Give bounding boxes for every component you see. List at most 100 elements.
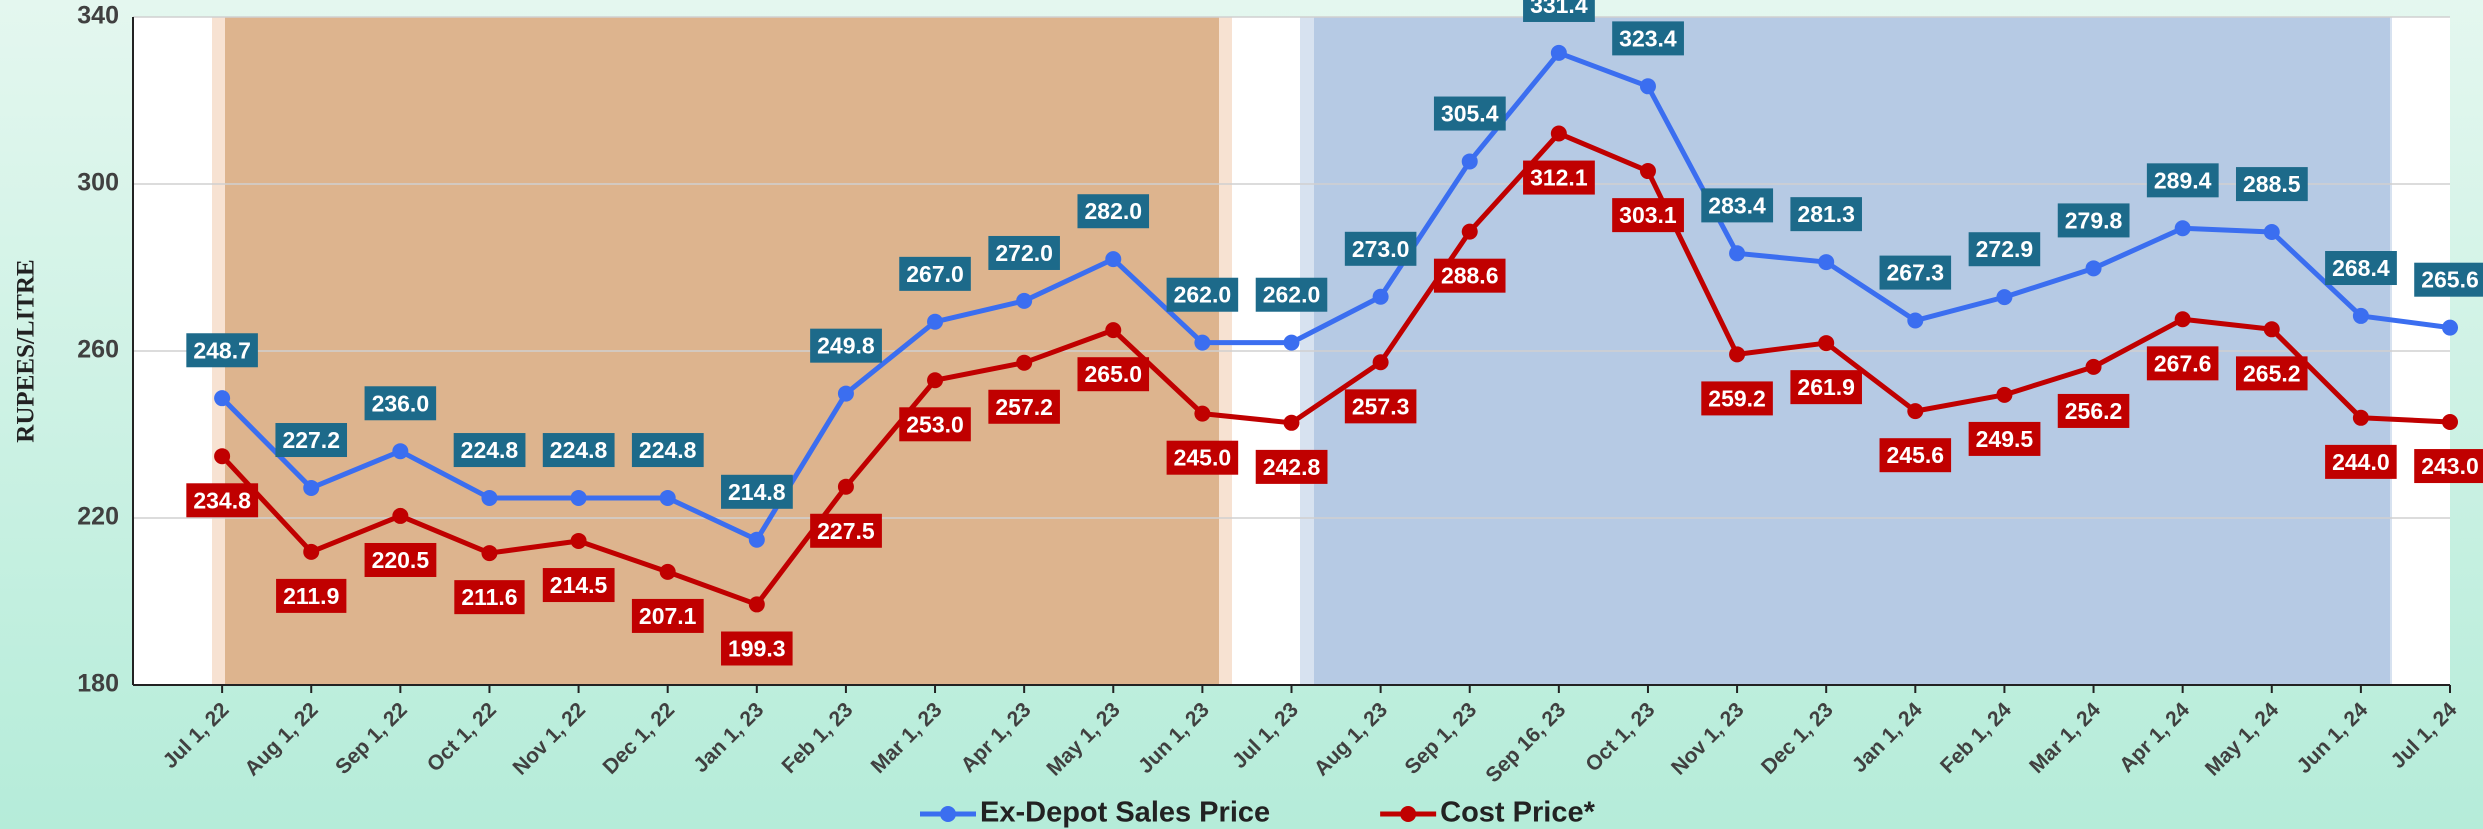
y-tick-label: 260 (77, 336, 119, 364)
data-label-box (899, 407, 971, 442)
x-tick-label: Sep 1, 23 (1401, 698, 1482, 779)
data-label: 265.2 (2243, 360, 2301, 386)
data-point (303, 479, 320, 496)
data-label: 265.0 (1084, 361, 1142, 387)
data-label-box (631, 433, 704, 468)
data-label: 224.8 (461, 437, 519, 463)
data-label-box (186, 333, 258, 368)
data-label-box (1523, 0, 1595, 22)
data-label-box (2235, 167, 2308, 202)
data-label-box (1344, 231, 1417, 266)
data-point (214, 390, 231, 407)
data-label-box (542, 433, 615, 468)
data-point (1461, 223, 1478, 240)
data-label-box (988, 235, 1060, 270)
data-point (2085, 358, 2102, 375)
x-tick-label: Feb 1, 24 (1936, 698, 2016, 778)
data-label-box (2146, 163, 2219, 198)
data-label-box (2414, 262, 2483, 297)
series-line (220, 130, 2451, 607)
data-label: 312.1 (1530, 165, 1588, 191)
data-point (2352, 409, 2369, 426)
data-label: 283.4 (1708, 192, 1766, 218)
data-point (303, 543, 320, 560)
x-tick-label: Feb 1, 23 (778, 698, 858, 778)
data-point (1105, 322, 1122, 339)
legend-label: Ex-Depot Sales Price (980, 797, 1270, 829)
data-point (481, 545, 498, 562)
data-label: 259.2 (1708, 385, 1766, 411)
data-point (2352, 307, 2369, 324)
data-label: 267.3 (1887, 260, 1945, 286)
data-label-box (1077, 357, 1150, 392)
data-label: 256.2 (2065, 398, 2123, 424)
data-label-box (899, 256, 971, 291)
data-label-box (2325, 444, 2397, 479)
data-label: 253.0 (906, 411, 964, 437)
data-point (748, 531, 765, 548)
data-label: 265.6 (2421, 267, 2479, 293)
data-label: 257.3 (1352, 393, 1410, 419)
y-tick-label: 300 (77, 169, 119, 197)
data-point (1550, 125, 1567, 142)
data-label-box (364, 386, 437, 421)
data-label-box (2414, 449, 2483, 484)
data-label-box (1166, 440, 1239, 475)
data-point (1818, 335, 1835, 352)
data-point (748, 596, 765, 613)
data-point (2174, 311, 2191, 328)
data-label-box (1166, 277, 1239, 312)
data-label: 211.9 (283, 583, 339, 609)
x-tick-label: Jul 1, 22 (159, 698, 234, 773)
data-point (2085, 260, 2102, 277)
data-label: 267.6 (2154, 350, 2212, 376)
data-label-box (275, 423, 348, 458)
data-label-box (1879, 255, 1952, 290)
data-point (214, 448, 231, 465)
x-tick-label: Dec 1, 22 (598, 698, 679, 779)
data-label-box (1968, 421, 2041, 456)
x-tick-label: Jan 1, 24 (1848, 698, 1927, 777)
data-label: 268.4 (2332, 255, 2390, 281)
x-tick-label: Aug 1, 23 (1310, 698, 1392, 780)
data-label-box (2057, 393, 2130, 428)
x-tick-label: May 1, 24 (2201, 698, 2284, 781)
data-label: 262.0 (1263, 282, 1321, 308)
data-label-box (1077, 194, 1150, 229)
data-label: 257.2 (995, 394, 1053, 420)
x-tick-label: Apr 1, 24 (2115, 698, 2194, 777)
data-point (2263, 321, 2280, 338)
data-label: 234.8 (193, 487, 251, 513)
data-point (1639, 163, 1656, 180)
data-point (927, 372, 944, 389)
series-line (220, 50, 2451, 543)
data-point (392, 443, 409, 460)
data-point (2174, 220, 2191, 237)
data-label-box (454, 580, 525, 615)
data-label-box (1255, 449, 1328, 484)
data-point (1639, 78, 1656, 95)
data-label-box (721, 631, 793, 666)
data-label-box (2325, 251, 2397, 286)
data-label: 199.3 (728, 636, 786, 662)
data-label-box (276, 578, 347, 613)
data-label-box (542, 568, 615, 603)
data-label-box (1255, 277, 1328, 312)
data-label: 272.0 (995, 240, 1053, 266)
data-point (1729, 245, 1746, 262)
data-label-box (186, 483, 259, 518)
y-tick-label: 220 (77, 503, 119, 531)
data-label-box (2146, 346, 2219, 381)
x-tick-label: Mar 1, 23 (867, 698, 947, 778)
data-label-box (810, 328, 882, 363)
data-label-box (721, 474, 793, 509)
data-label: 211.6 (461, 584, 517, 610)
data-label: 224.8 (639, 437, 697, 463)
data-label: 288.6 (1441, 263, 1499, 289)
data-label-box (1790, 370, 1862, 405)
data-label: 248.7 (193, 337, 251, 363)
data-label: 243.0 (2421, 453, 2479, 479)
y-tick-label: 180 (77, 670, 119, 698)
